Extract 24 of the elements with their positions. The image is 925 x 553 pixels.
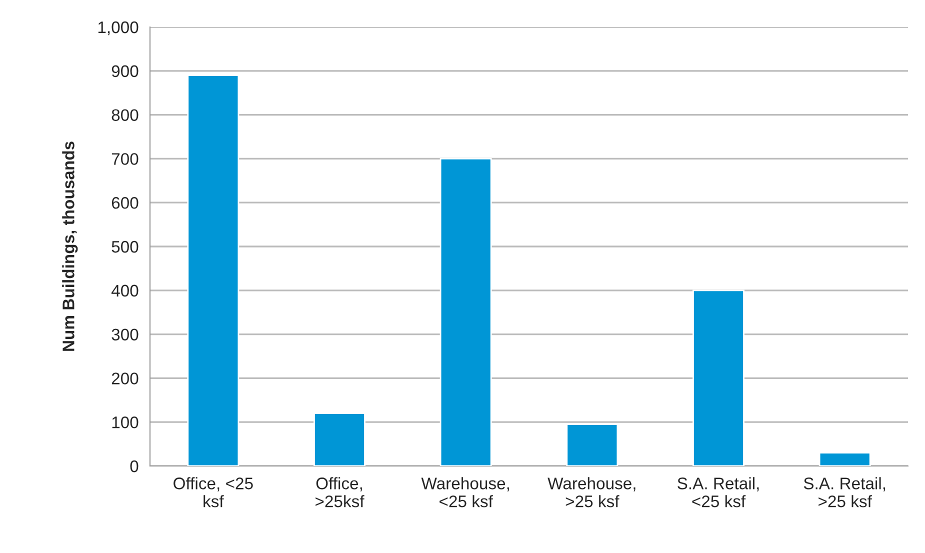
bar bbox=[440, 158, 492, 466]
x-tick-label: Warehouse, >25 ksf bbox=[548, 477, 636, 508]
bar bbox=[314, 412, 366, 466]
x-tick-label: Office, <25 ksf bbox=[174, 477, 253, 508]
x-tick-label: S.A. Retail, <25 ksf bbox=[678, 477, 759, 508]
x-tick-label: S.A. Retail, >25 ksf bbox=[804, 477, 886, 508]
y-tick-label: 600 bbox=[112, 197, 138, 209]
bar bbox=[818, 452, 871, 466]
y-tick-label: 0 bbox=[130, 460, 138, 472]
y-tick-label: 800 bbox=[112, 109, 138, 122]
y-axis-title: Num Buildings, thousands bbox=[62, 142, 78, 351]
x-tick-label: Warehouse, <25 ksf bbox=[421, 477, 509, 508]
y-tick-label: 100 bbox=[112, 416, 138, 428]
y-tick-label: 500 bbox=[112, 240, 138, 253]
bar bbox=[187, 74, 240, 466]
y-tick-label: 300 bbox=[112, 328, 138, 341]
y-tick-label: 200 bbox=[112, 372, 138, 384]
y-tick-label: 1,000 bbox=[98, 21, 138, 36]
bar bbox=[692, 290, 744, 466]
y-tick-label: 900 bbox=[112, 65, 138, 78]
y-tick-label: 700 bbox=[112, 153, 138, 165]
x-tick-label: Office, >25ksf bbox=[316, 477, 364, 508]
bar bbox=[566, 424, 618, 466]
y-tick-label: 400 bbox=[111, 284, 138, 297]
